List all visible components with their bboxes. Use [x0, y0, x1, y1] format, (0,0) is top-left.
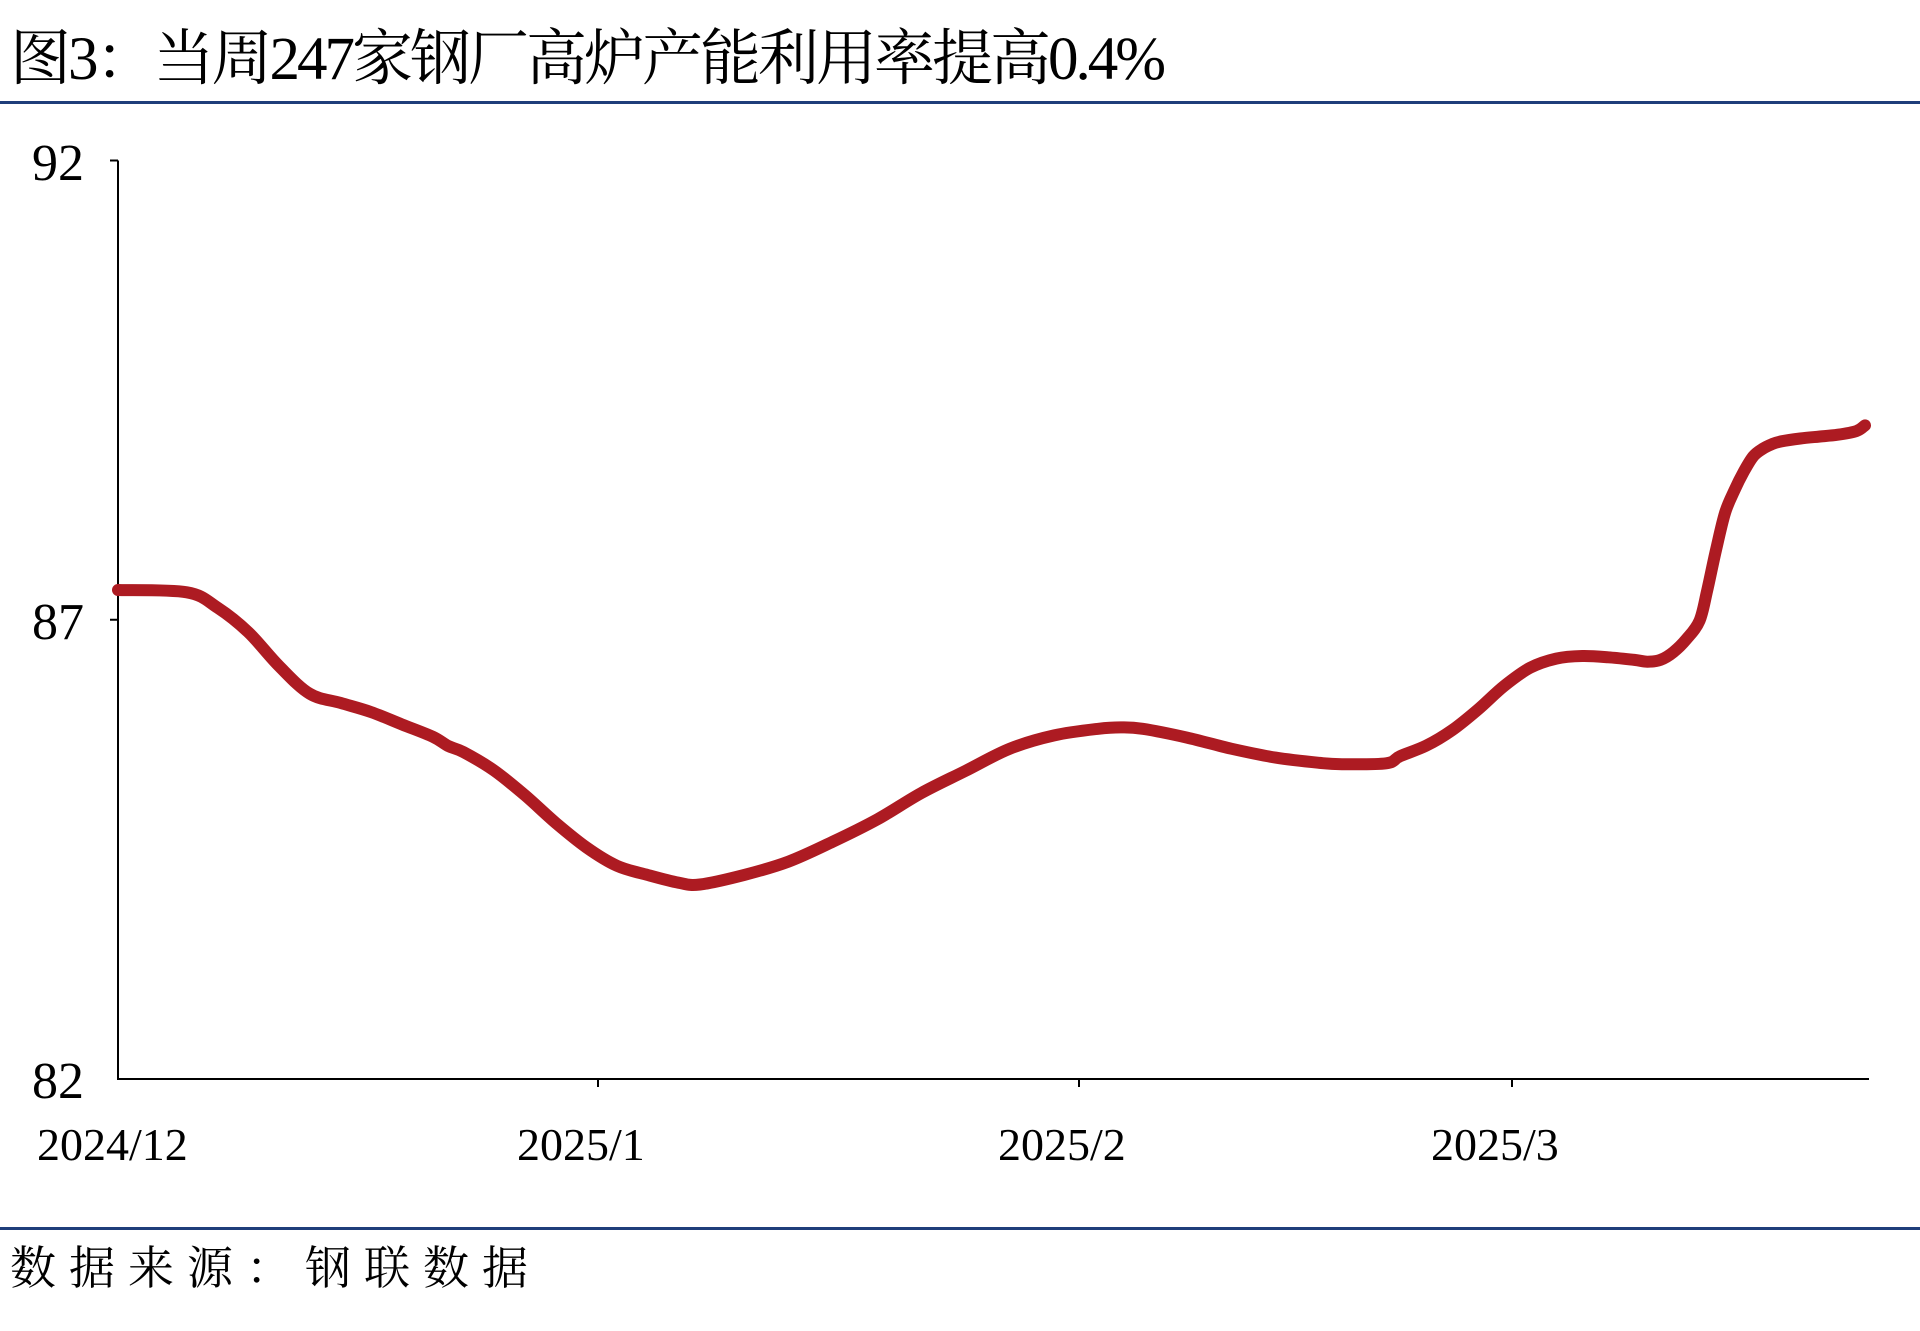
svg-text:82: 82 — [32, 1053, 84, 1110]
svg-text:2024/12: 2024/12 — [37, 1119, 188, 1170]
svg-text:2025/3: 2025/3 — [1431, 1119, 1559, 1170]
svg-text:2025/2: 2025/2 — [998, 1119, 1126, 1170]
svg-text:87: 87 — [32, 594, 84, 651]
svg-text:92: 92 — [32, 135, 84, 192]
svg-text:2025/1: 2025/1 — [517, 1119, 645, 1170]
